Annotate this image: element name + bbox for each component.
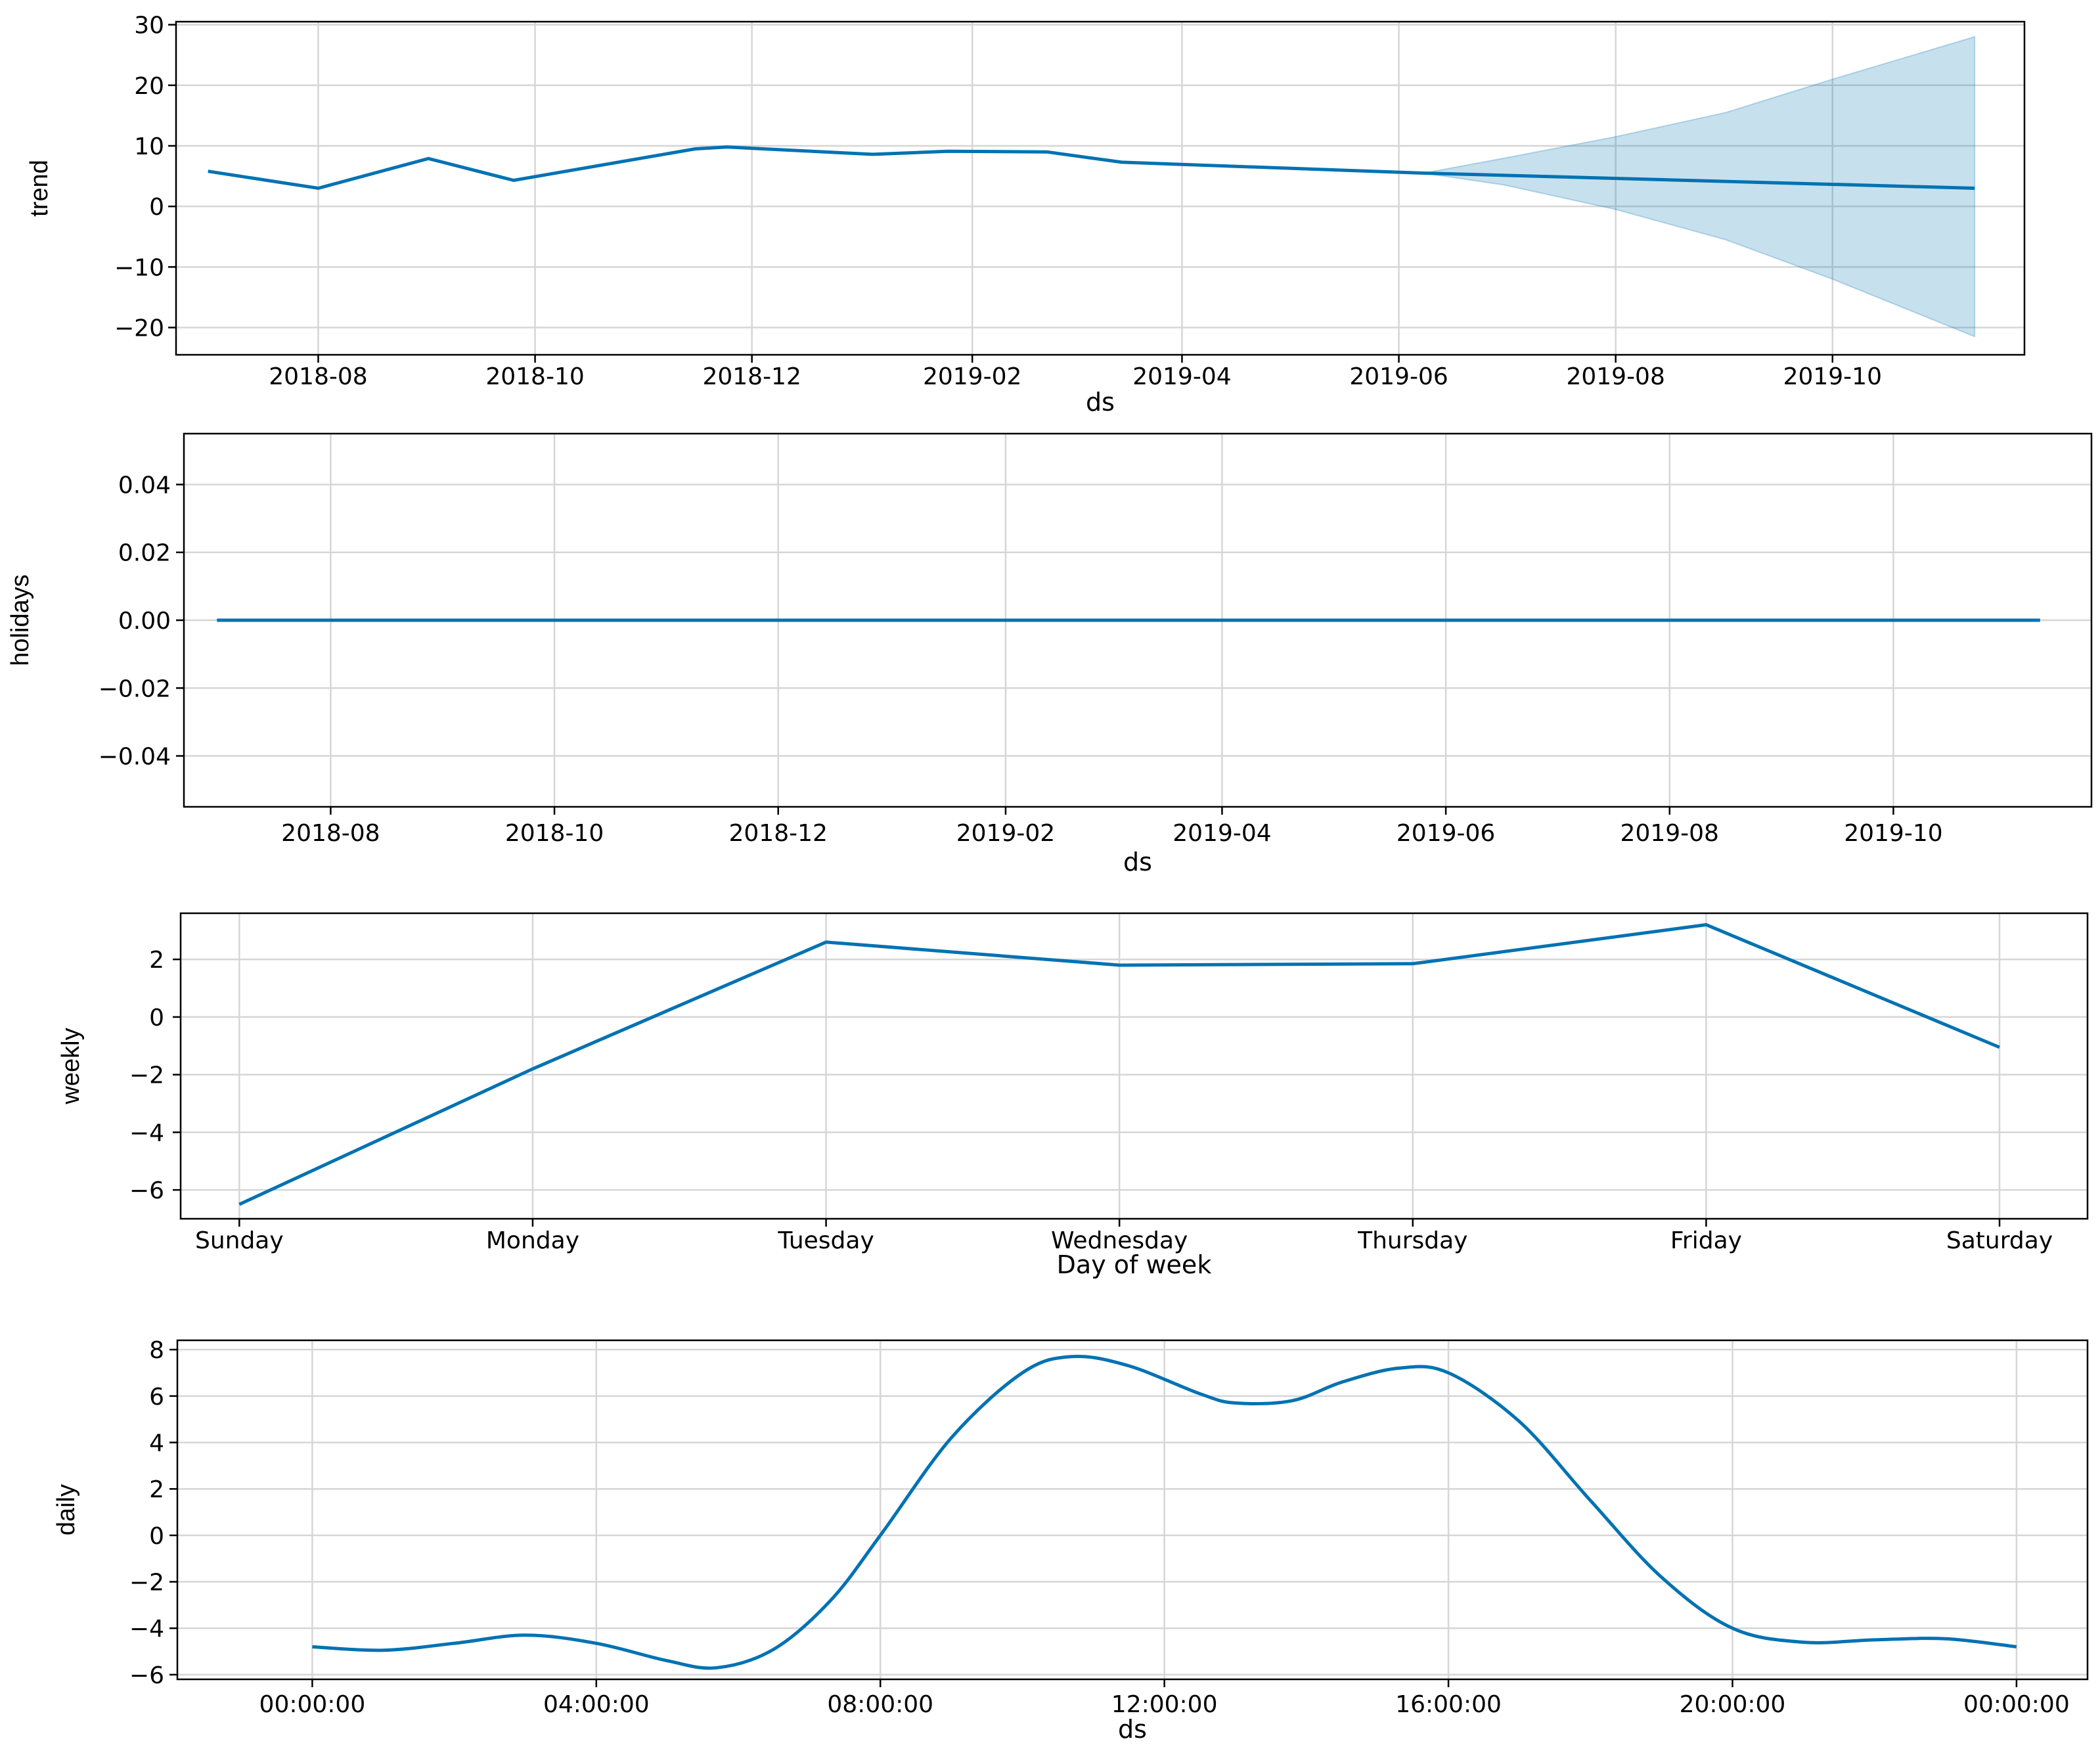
weekly-axes-frame <box>179 912 2089 1220</box>
weekly-x-tick-label: Sunday <box>195 1227 284 1254</box>
holidays-x-tick-label: 2018-12 <box>728 820 827 847</box>
trend-x-tick-label: 2018-12 <box>702 363 801 390</box>
daily-x-tick-label: 20:00:00 <box>1680 1691 1786 1718</box>
holidays-y-tick-label: 0.04 <box>118 472 171 499</box>
daily-x-tick-label: 12:00:00 <box>1111 1691 1218 1718</box>
trend-x-axis-label: ds <box>1086 388 1115 417</box>
holidays-x-tick-label: 2019-06 <box>1396 820 1495 847</box>
holidays-x-tick-label: 2018-10 <box>505 820 604 847</box>
weekly-y-tick-label: −4 <box>129 1120 164 1146</box>
daily-y-axis-label: daily <box>53 1484 80 1535</box>
weekly-x-tick-label: Saturday <box>1946 1227 2053 1254</box>
holidays-y-tick-label: −0.02 <box>99 675 171 702</box>
trend-y-tick-label: −20 <box>114 315 164 342</box>
holidays-y-tick-label: −0.04 <box>99 744 171 771</box>
trend-panel: 30 20 10 0 −10 −20 2018-08 2018-10 2018-12 2019-… <box>26 12 2026 417</box>
daily-y-tick-label: 4 <box>149 1430 164 1457</box>
weekly-y-tick-label: −2 <box>129 1062 164 1089</box>
daily-y-tick-label: 6 <box>149 1384 164 1411</box>
weekly-x-tick-label: Thursday <box>1357 1227 1467 1254</box>
weekly-x-tick-label: Monday <box>486 1227 579 1254</box>
trend-x-tick-label: 2019-06 <box>1349 363 1448 390</box>
daily-y-tick-label: −4 <box>129 1616 164 1643</box>
daily-y-tick-label: −2 <box>129 1570 164 1597</box>
holidays-x-tick-label: 2019-02 <box>956 820 1055 847</box>
weekly-panel: 2 0 −2 −4 −6 Sunday Monday Tuesday Wednesday Thu… <box>57 912 2089 1279</box>
weekly-y-tick-label: 2 <box>149 947 164 974</box>
holidays-y-tick-label: 0.00 <box>118 608 171 635</box>
weekly-x-tick-label: Friday <box>1670 1227 1742 1254</box>
daily-axes-frame <box>176 1339 2089 1681</box>
daily-x-tick-label: 16:00:00 <box>1395 1691 1502 1718</box>
daily-x-tick-label: 04:00:00 <box>543 1691 650 1718</box>
trend-y-axis-label: trend <box>26 160 53 217</box>
trend-y-tick-label: 0 <box>149 194 164 221</box>
trend-x-tick-label: 2019-04 <box>1132 363 1231 390</box>
trend-axes-frame <box>175 20 2026 356</box>
daily-x-tick-label: 00:00:00 <box>1963 1691 2070 1718</box>
trend-x-tick-label: 2019-10 <box>1783 363 1882 390</box>
trend-x-tick-label: 2019-02 <box>923 363 1021 390</box>
trend-line <box>208 145 1975 191</box>
weekly-x-tick-label: Tuesday <box>777 1227 874 1254</box>
holidays-x-tick-label: 2018-08 <box>281 820 380 847</box>
daily-panel: 8 6 4 2 0 −2 −4 −6 00:00:00 04:00:00 08:00:00 12:0… <box>53 1337 2089 1744</box>
holidays-y-tick-label: 0.02 <box>118 540 171 567</box>
daily-y-tick-label: 0 <box>149 1523 164 1550</box>
holidays-y-axis-label: holidays <box>7 574 34 666</box>
trend-y-tick-label: 30 <box>134 12 164 39</box>
holidays-panel: 0.04 0.02 0.00 −0.02 −0.04 2018-08 2018-10 201… <box>7 432 2093 876</box>
holidays-x-tick-label: 2019-10 <box>1844 820 1942 847</box>
daily-y-tick-label: 2 <box>149 1476 164 1503</box>
weekly-y-tick-label: 0 <box>149 1005 164 1032</box>
trend-x-tick-label: 2018-08 <box>269 363 367 390</box>
daily-x-tick-label: 08:00:00 <box>827 1691 933 1718</box>
daily-line <box>312 1354 2017 1670</box>
weekly-x-axis-label: Day of week <box>1057 1250 1212 1279</box>
weekly-y-tick-label: −6 <box>129 1177 164 1204</box>
weekly-line <box>238 922 2000 1206</box>
holidays-x-tick-label: 2019-08 <box>1620 820 1719 847</box>
daily-y-tick-label: −6 <box>129 1662 164 1689</box>
trend-y-tick-label: 10 <box>134 133 164 160</box>
weekly-x-tick-label: Wednesday <box>1051 1227 1188 1254</box>
holidays-x-axis-label: ds <box>1123 848 1152 876</box>
daily-x-tick-label: 00:00:00 <box>259 1691 366 1718</box>
weekly-y-axis-label: weekly <box>57 1028 85 1104</box>
holidays-x-tick-label: 2019-04 <box>1173 820 1271 847</box>
trend-x-tick-label: 2018-10 <box>485 363 584 390</box>
trend-x-tick-label: 2019-08 <box>1566 363 1664 390</box>
trend-y-tick-label: 20 <box>134 73 164 100</box>
daily-y-tick-label: 8 <box>149 1337 164 1364</box>
daily-x-axis-label: ds <box>1118 1715 1147 1744</box>
trend-y-tick-label: −10 <box>114 254 164 281</box>
